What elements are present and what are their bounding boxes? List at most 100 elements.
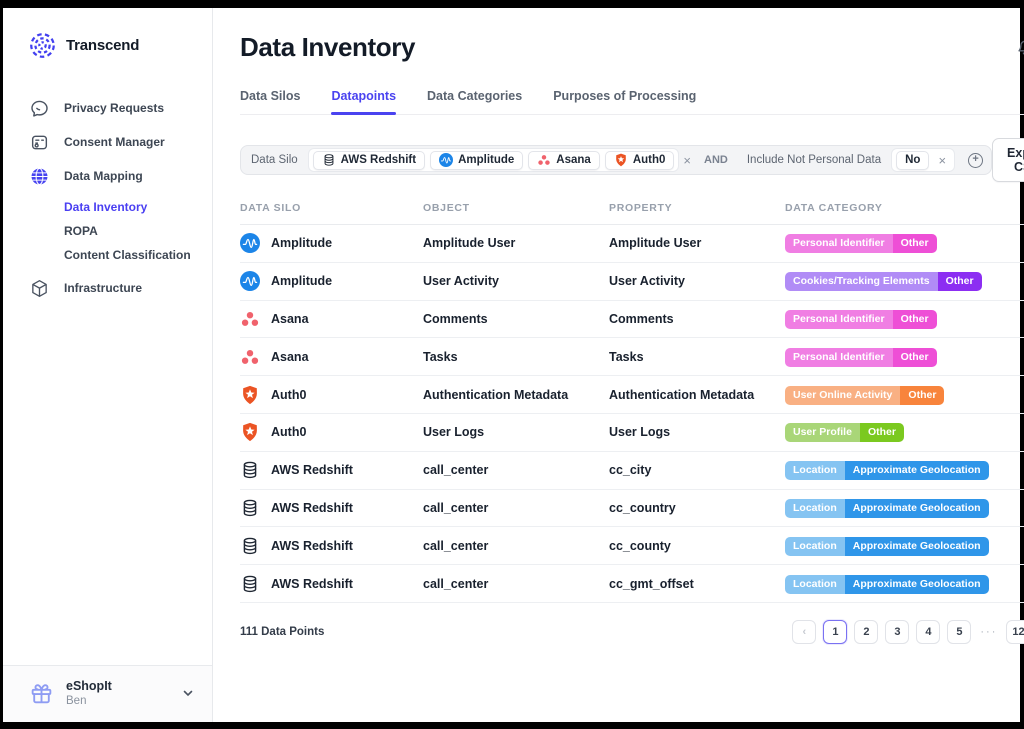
data-category-badge[interactable]: Personal Identifier Other xyxy=(785,347,937,367)
table-row[interactable]: Auth0 Authentication Metadata Authentica… xyxy=(240,376,1024,414)
sidebar-item-data-inventory[interactable]: Data Inventory xyxy=(64,200,148,214)
sidebar-nav: Privacy Requests Consent Manager Data Ma… xyxy=(3,91,212,305)
table-row[interactable]: AWS Redshift call_center cc_county Locat… xyxy=(240,527,1024,566)
sidebar-item-infrastructure[interactable]: Infrastructure xyxy=(3,271,212,305)
tab-datapoints[interactable]: Datapoints xyxy=(331,89,397,115)
silo-name: Asana xyxy=(271,311,309,326)
category-badge-segment: Other xyxy=(859,423,904,443)
tab-data-categories[interactable]: Data Categories xyxy=(427,89,523,103)
sidebar: Transcend Privacy Requests Consent Manag… xyxy=(3,8,213,722)
sidebar-item-privacy-requests[interactable]: Privacy Requests xyxy=(3,91,212,125)
data-category-badge[interactable]: Location Approximate Geolocation xyxy=(785,461,989,481)
data-category-badge[interactable]: User Profile Other xyxy=(785,423,904,443)
redshift-icon xyxy=(240,536,260,556)
filter-operator: AND xyxy=(704,154,728,166)
object-cell: Comments xyxy=(423,311,488,326)
filter-silo-chip[interactable]: Amplitude xyxy=(430,150,524,170)
tab-purposes-of-processing[interactable]: Purposes of Processing xyxy=(553,89,697,103)
amplitude-icon xyxy=(240,233,260,254)
table-row[interactable]: Amplitude Amplitude User Amplitude User … xyxy=(240,225,1024,263)
auth0-icon xyxy=(614,153,628,167)
data-category-badge[interactable]: Personal Identifier Other xyxy=(785,309,937,329)
export-csv-button[interactable]: Export CSV xyxy=(992,138,1024,182)
category-badge-segment: Location xyxy=(785,536,845,556)
table-row[interactable]: Amplitude User Activity User Activity Co… xyxy=(240,263,1024,301)
page-button-1[interactable]: 1 xyxy=(823,619,848,644)
data-category-badge[interactable]: Location Approximate Geolocation xyxy=(785,574,989,594)
tabs: Data Silos Datapoints Data Categories Purpo… xyxy=(240,89,1024,115)
object-cell: call_center xyxy=(423,500,489,515)
datapoints-table: DATA SILO OBJECT PROPERTY DATA CATEGORY … xyxy=(240,202,1024,603)
category-badge-segment: Other xyxy=(892,234,937,254)
category-badge-segment: Other xyxy=(892,309,937,329)
bell-icon xyxy=(1016,39,1024,57)
sidebar-item-label: Data Mapping xyxy=(64,169,143,183)
data-category-badge[interactable]: Personal Identifier Other xyxy=(785,234,937,254)
category-badge-segment: Personal Identifier xyxy=(785,309,893,329)
table-row[interactable]: Auth0 User Logs User Logs User Profile Ot… xyxy=(240,414,1024,452)
data-category-badge[interactable]: Location Approximate Geolocation xyxy=(785,536,989,556)
filter-value-chip[interactable]: No xyxy=(896,150,930,170)
column-header: DATA SILO xyxy=(240,202,301,214)
page-button-12[interactable]: 12 xyxy=(1006,619,1024,644)
property-cell: Amplitude User xyxy=(609,236,702,251)
table-header: DATA SILO OBJECT PROPERTY DATA CATEGORY xyxy=(240,202,1024,225)
sidebar-item-ropa[interactable]: ROPA xyxy=(64,224,98,238)
brand: Transcend xyxy=(3,8,212,59)
property-cell: Tasks xyxy=(609,349,644,364)
filter-field-label-2: Include Not Personal Data xyxy=(746,154,882,166)
filter-silo-chip[interactable]: AWS Redshift xyxy=(312,150,426,170)
page-button-2[interactable]: 2 xyxy=(854,619,879,644)
property-cell: cc_county xyxy=(609,538,671,553)
filter-silo-chip[interactable]: Auth0 xyxy=(604,150,675,170)
redshift-icon xyxy=(240,574,260,594)
table-row[interactable]: AWS Redshift call_center cc_country Loca… xyxy=(240,490,1024,528)
chip-label: AWS Redshift xyxy=(340,154,417,166)
gift-icon xyxy=(29,681,54,706)
filter-silo-chip[interactable]: Asana xyxy=(528,150,600,170)
category-badge-segment: Personal Identifier xyxy=(785,234,893,254)
tab-data-silos[interactable]: Data Silos xyxy=(240,89,301,103)
org-name: eShopIt xyxy=(66,679,112,693)
data-category-badge[interactable]: User Online Activity Other xyxy=(785,385,945,405)
chip-label: Asana xyxy=(556,154,591,166)
asana-icon xyxy=(240,309,260,329)
data-category-badge[interactable]: Location Approximate Geolocation xyxy=(785,498,989,518)
org-switcher[interactable]: eShopIt Ben xyxy=(3,665,212,722)
table-row[interactable]: AWS Redshift call_center cc_gmt_offset L… xyxy=(240,565,1024,603)
amplitude-icon xyxy=(439,153,454,167)
table-row[interactable]: AWS Redshift call_center cc_city Locatio… xyxy=(240,452,1024,490)
object-cell: call_center xyxy=(423,538,489,553)
sidebar-item-content-classification[interactable]: Content Classification xyxy=(64,248,191,262)
table-row[interactable]: Asana Comments Comments Personal Identif… xyxy=(240,301,1024,339)
remove-filter-icon[interactable]: × xyxy=(938,152,947,168)
table-row[interactable]: Asana Tasks Tasks Personal Identifier Oth… xyxy=(240,338,1024,377)
sidebar-item-label: Privacy Requests xyxy=(64,101,165,115)
org-user: Ben xyxy=(66,695,87,707)
property-cell: User Activity xyxy=(609,274,685,289)
notifications-button[interactable]: 24 xyxy=(1016,39,1024,57)
category-badge-segment: Other xyxy=(937,272,982,292)
page-button-3[interactable]: 3 xyxy=(885,619,910,644)
object-cell: Amplitude User xyxy=(423,236,516,251)
category-badge-segment: Personal Identifier xyxy=(785,347,893,367)
silo-name: AWS Redshift xyxy=(271,538,353,553)
sidebar-item-consent-manager[interactable]: Consent Manager xyxy=(3,125,212,159)
second-chip-panel: No × xyxy=(891,148,956,172)
property-cell: cc_country xyxy=(609,500,676,515)
pagination-ellipsis: ··· xyxy=(980,625,998,638)
amplitude-icon xyxy=(240,271,260,292)
page-button-5[interactable]: 5 xyxy=(947,619,972,644)
page-prev-button[interactable]: ‹ xyxy=(792,619,817,644)
asana-icon xyxy=(240,347,260,367)
remove-filter-icon[interactable]: × xyxy=(683,152,692,168)
object-cell: Tasks xyxy=(423,349,458,364)
sidebar-item-data-mapping[interactable]: Data Mapping xyxy=(3,159,212,193)
page-title: Data Inventory xyxy=(240,32,416,62)
object-cell: Authentication Metadata xyxy=(423,387,569,402)
page-button-4[interactable]: 4 xyxy=(916,619,941,644)
data-category-badge[interactable]: Cookies/Tracking Elements Other xyxy=(785,272,982,292)
silo-name: Amplitude xyxy=(271,274,333,289)
add-filter-button[interactable]: + xyxy=(968,152,984,168)
